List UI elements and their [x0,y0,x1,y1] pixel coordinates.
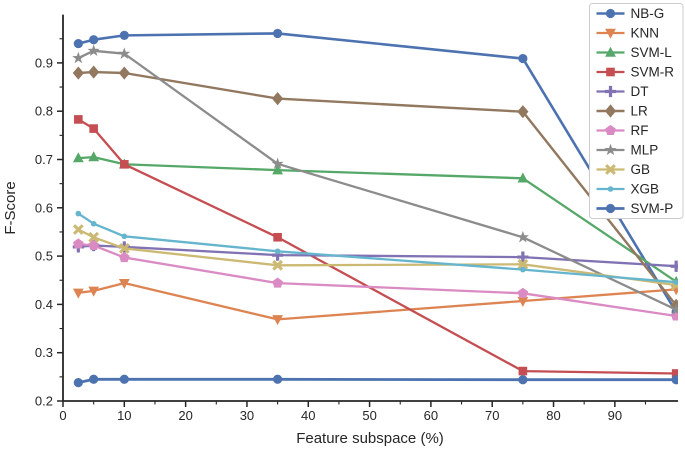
x-tick-label: 70 [485,408,499,423]
legend-item-RF: RF [596,123,649,138]
x-tick-label: 90 [608,408,622,423]
series-DT [72,239,678,272]
y-tick-label: 0.6 [35,200,53,215]
legend-item-GB: GB [596,162,651,177]
legend-label: SVM-P [631,201,674,216]
legend-label: KNN [631,26,660,41]
axes-spines [62,14,678,402]
series-GB [72,224,678,291]
x-tick-label: 10 [117,408,131,423]
series-XGB [75,210,678,285]
legend-item-SVM-P: SVM-P [596,201,674,216]
legend-item-SVM-R: SVM-R [596,65,675,80]
legend-item-KNN: KNN [596,26,660,41]
y-tick-label: 0.9 [35,55,53,70]
series-SVM-R [74,115,678,378]
x-tick-label: 20 [178,408,192,423]
legend-item-XGB: XGB [596,182,660,197]
y-tick-label: 0.2 [35,394,53,409]
legend-item-MLP: MLP [596,143,659,158]
series-MLP [72,44,678,315]
legend-item-LR: LR [596,104,649,119]
x-tick-label: 40 [301,408,315,423]
legend-label: LR [631,104,649,119]
legend-item-DT: DT [596,84,649,99]
legend-label: XGB [631,182,660,197]
x-tick-label: 80 [546,408,560,423]
y-tick-label: 0.4 [35,297,53,312]
legend-label: GB [631,162,651,177]
legend-label: NB-G [631,6,665,21]
y-tick-label: 0.3 [35,345,53,360]
y-tick-label: 0.5 [35,249,53,264]
legend-label: SVM-R [631,65,675,80]
x-tick-label: 30 [240,408,254,423]
legend-label: RF [631,123,649,138]
legend-item-SVM-L: SVM-L [596,45,673,60]
series-NB-G [73,28,678,317]
series-RF [72,238,678,321]
legend-item-NB-G: NB-G [596,6,665,21]
legend-label: DT [631,84,649,99]
y-tick-label: 0.7 [35,152,53,167]
x-axis-label: Feature subspace (%) [296,430,444,447]
legend-label: SVM-L [631,45,673,60]
series-KNN [72,278,678,326]
legend-label: MLP [631,143,659,158]
y-axis-label: F-Score [2,181,19,234]
series-SVM-P [73,374,678,388]
legend: NB-G KNN SVM-L SVM-R DT LR RF MLP GB XGB SVM-P [589,3,684,219]
x-tick-label: 60 [424,408,438,423]
x-axis-ticks: 0 10 20 30 40 50 60 70 80 90 [59,401,647,423]
y-tick-label: 0.8 [35,104,53,119]
y-axis-ticks: 0.2 0.3 0.4 0.5 0.6 0.7 0.8 0.9 [35,38,63,409]
x-tick-label: 50 [362,408,376,423]
plot-area [72,28,678,388]
x-tick-label: 0 [59,408,66,423]
